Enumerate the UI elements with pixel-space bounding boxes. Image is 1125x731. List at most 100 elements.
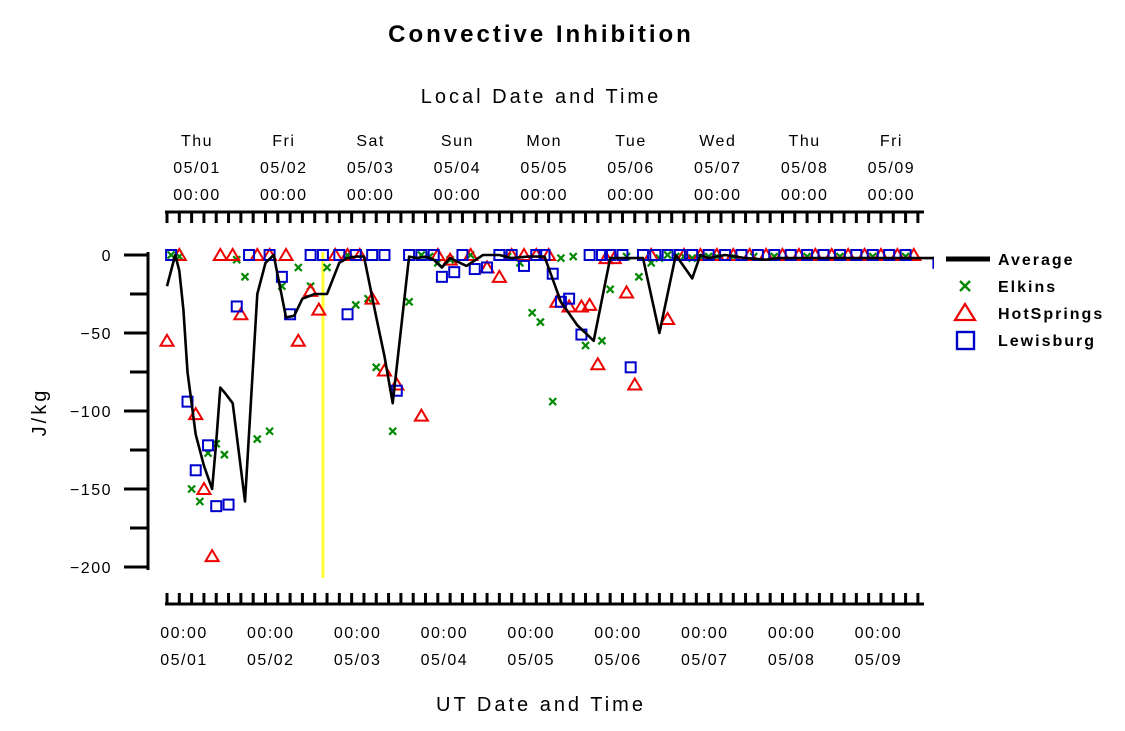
elkins-point [527, 308, 537, 317]
top-tick-date: 05/08 [781, 160, 829, 177]
hotsprings-point [581, 296, 598, 311]
top-tick-day: Wed [699, 133, 736, 150]
lewisburg-point [243, 249, 256, 261]
bottom-tick-date: 05/08 [768, 652, 816, 669]
lewisburg-point [850, 249, 863, 261]
elkins-point [240, 272, 250, 282]
lewisburg-point [899, 249, 912, 261]
legend-label: Elkins [998, 279, 1057, 296]
x-axis-title: UT Date and Time [436, 694, 646, 716]
hotsprings-point [626, 376, 644, 391]
lewisburg-point [202, 439, 215, 452]
lewisburg-point [784, 249, 797, 261]
elkins-point [371, 363, 381, 372]
lewisburg-point [517, 259, 530, 272]
top-axis: Thu 05/01 00:00 Fri 05/02 00:00 Sat 05/03 00:00 S… [165, 133, 924, 223]
lewisburg-point [378, 249, 391, 261]
elkins-point [597, 336, 607, 346]
y-tick-label: 0 [102, 248, 112, 265]
bottom-tick-date: 05/01 [160, 652, 208, 669]
hotsprings-point [203, 548, 221, 563]
lewisburg-point [230, 300, 243, 313]
legend-swatch [953, 301, 977, 322]
lewisburg-point [189, 464, 202, 477]
top-axis-title: Local Date and Time [421, 86, 661, 108]
top-tick-time: 00:00 [173, 187, 221, 204]
bottom-tick-time: 00:00 [768, 625, 816, 642]
bottom-tick-date: 05/05 [507, 652, 555, 669]
bottom-tick-date: 05/04 [421, 652, 469, 669]
top-tick-time: 00:00 [520, 187, 568, 204]
elkins-point [663, 250, 672, 260]
legend-label: Average [998, 252, 1075, 269]
top-tick-day: Fri [880, 133, 903, 150]
lewisburg-point [468, 263, 481, 276]
bottom-tick-date: 05/09 [855, 652, 903, 669]
lewisburg-point [661, 249, 674, 261]
y-tick-label: −150 [70, 482, 112, 499]
elkins-point [388, 427, 397, 436]
top-tick-date: 05/03 [347, 160, 395, 177]
bottom-tick-time: 00:00 [507, 625, 555, 642]
lewisburg-point [304, 249, 317, 261]
lewisburg-point [530, 249, 543, 261]
lewisburg-point [595, 249, 608, 261]
hotsprings-point [212, 247, 229, 261]
hotsprings-point [969, 288, 982, 299]
hotsprings-point [413, 407, 430, 422]
hotsprings-point [659, 310, 676, 325]
bottom-tick-time: 00:00 [421, 625, 469, 642]
top-tick-day: Sat [356, 133, 385, 150]
lewisburg-point [866, 249, 879, 261]
bottom-tick-time: 00:00 [247, 625, 295, 642]
lewisburg-point [563, 292, 576, 305]
elkins-point [195, 497, 205, 506]
top-tick-date: 05/01 [173, 160, 221, 177]
top-tick-date: 05/02 [260, 160, 308, 177]
elkins-point [220, 450, 229, 459]
elkins-point [252, 434, 262, 444]
y-axis: 0 −50 −100 −150 −200 [70, 248, 150, 577]
top-tick-date: 05/09 [868, 160, 916, 177]
hotsprings-point [158, 332, 176, 347]
legend-item-elkins: Elkins [959, 279, 1057, 296]
series-average-line [165, 253, 934, 503]
y-tick-label: −50 [80, 326, 112, 343]
lewisburg-point [833, 249, 846, 261]
hotsprings-point [195, 481, 213, 495]
lewisburg-point [616, 249, 629, 261]
top-tick-day: Fri [272, 133, 295, 150]
lewisburg-point [341, 308, 354, 321]
bottom-tick-date: 05/07 [681, 652, 729, 669]
lewisburg-point [210, 500, 223, 513]
hotsprings-point [388, 376, 406, 391]
top-tick-time: 00:00 [868, 187, 916, 204]
top-tick-time: 00:00 [607, 187, 655, 204]
top-tick-date: 05/04 [434, 160, 482, 177]
lewisburg-point [801, 249, 814, 261]
series-hotsprings [158, 247, 982, 563]
legend-item-average: Average [946, 252, 1075, 269]
hotsprings-point [277, 247, 295, 261]
lewisburg-point [883, 249, 896, 261]
top-tick-day: Mon [526, 133, 562, 150]
elkins-point [404, 297, 414, 307]
top-tick-time: 00:00 [260, 187, 308, 204]
bottom-axis: 00:00 05/01 00:00 05/02 00:00 05/03 00:00 05/04… [160, 593, 924, 669]
top-tick-day: Sun [441, 133, 474, 150]
top-tick-date: 05/07 [694, 160, 742, 177]
top-tick-time: 00:00 [434, 187, 482, 204]
y-tick-label: −100 [70, 404, 112, 421]
lewisburg-point [505, 249, 518, 261]
plot-area [158, 247, 982, 563]
legend-label: Lewisburg [998, 333, 1096, 350]
lewisburg-point [686, 249, 699, 261]
series-elkins [166, 250, 910, 506]
legend: Average Elkins HotSprings Lewisburg [946, 252, 1102, 351]
elkins-point [351, 300, 361, 310]
lewisburg-point [554, 295, 567, 308]
elkins-point [556, 253, 566, 263]
elkins-point [581, 341, 590, 350]
lewisburg-point [366, 249, 379, 261]
